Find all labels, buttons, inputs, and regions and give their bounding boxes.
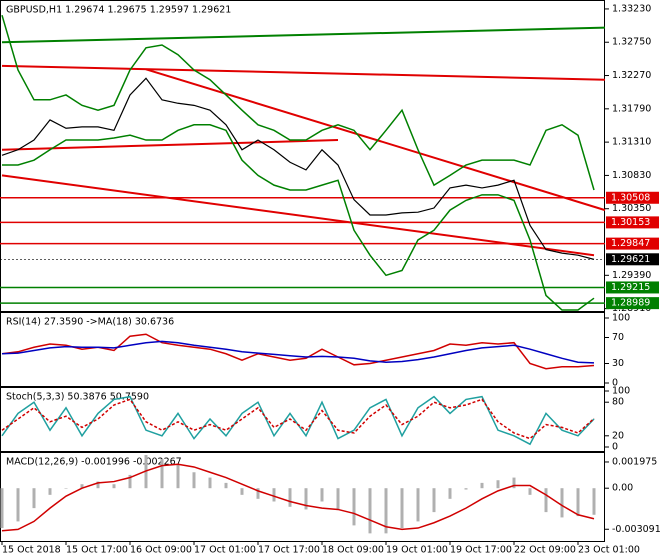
histogram-bar <box>0 488 4 529</box>
panel-title: Stoch(5,3,3) 50.3876 50.7590 <box>6 392 149 403</box>
y-tick-label: 1.33230 <box>612 3 651 14</box>
x-tick-label: 17 Oct 01:00 <box>194 545 256 556</box>
y-tick-label: 0 <box>612 378 618 389</box>
level-label-box <box>606 191 659 204</box>
rsi-panel <box>0 312 605 387</box>
y-tick-label: 100 <box>612 386 630 397</box>
histogram-bar <box>448 488 452 499</box>
level-label-box <box>606 281 659 294</box>
histogram-bar <box>384 488 388 534</box>
series-line <box>1 77 595 260</box>
histogram-bar <box>160 458 164 489</box>
histogram-bar <box>304 488 308 510</box>
y-tick-label: 1.29390 <box>612 270 651 281</box>
level-label: 1.29215 <box>611 282 650 293</box>
main-panel <box>0 0 605 312</box>
histogram-bar <box>352 488 356 526</box>
y-tick-label: 0.001975 <box>612 456 657 467</box>
trend-line <box>1 174 595 257</box>
level-label: 1.30508 <box>611 192 650 203</box>
histogram-bar <box>32 488 36 509</box>
series-line <box>2 124 595 311</box>
y-tick-label: 30 <box>612 358 624 369</box>
level-label: 1.29621 <box>611 254 650 265</box>
x-tick-label: 15 Oct 17:00 <box>66 545 128 556</box>
level-label: 1.28989 <box>611 298 650 309</box>
y-tick-label: 70 <box>612 332 624 343</box>
histogram-bar <box>64 488 68 489</box>
panel-title: RSI(14) 27.3590 ->MA(18) 30.6736 <box>6 317 174 328</box>
histogram-bar <box>240 488 244 495</box>
y-tick-label: 80 <box>612 397 624 408</box>
histogram-bar <box>80 484 84 489</box>
histogram-bar <box>176 464 180 489</box>
histogram-bar <box>544 488 548 513</box>
trend-line <box>1 139 339 151</box>
histogram-bar <box>336 488 340 510</box>
histogram-bar <box>400 488 404 529</box>
histogram-bar <box>288 488 292 507</box>
x-tick-label: 16 Oct 09:00 <box>130 545 192 556</box>
histogram-bar <box>368 488 372 534</box>
series-line <box>1 463 595 532</box>
level-label-box <box>606 253 659 266</box>
histogram-bar <box>528 488 532 495</box>
histogram-bar <box>320 488 324 502</box>
histogram-bar <box>16 488 20 522</box>
y-tick-label: 1.30830 <box>612 170 651 181</box>
y-tick-label: 0 <box>612 442 618 453</box>
histogram-bar <box>496 480 500 489</box>
y-tick-label: 1.31790 <box>612 103 651 114</box>
series-line <box>1 333 595 370</box>
histogram-bar <box>48 488 52 495</box>
histogram-bar <box>112 484 116 489</box>
histogram-bar <box>256 488 260 499</box>
trend-line <box>1 26 606 44</box>
series-line <box>1 395 595 446</box>
series-line <box>1 14 595 191</box>
y-tick-label: 1.30350 <box>612 203 651 214</box>
x-tick-label: 22 Oct 09:00 <box>514 545 576 556</box>
histogram-bar <box>272 488 276 502</box>
level-label: 1.29847 <box>611 238 650 249</box>
x-tick-label: 18 Oct 09:00 <box>322 545 384 556</box>
y-tick-label: -0.003091 <box>612 524 660 535</box>
trend-line <box>1 64 606 81</box>
x-tick-label: 23 Oct 01:00 <box>578 545 640 556</box>
y-tick-label: 100 <box>612 313 630 324</box>
stoch-panel <box>0 387 605 452</box>
series-line <box>1 340 595 364</box>
histogram-bar <box>592 488 596 515</box>
x-tick-label: 19 Oct 17:00 <box>450 545 512 556</box>
histogram-bar <box>464 488 468 490</box>
y-tick-label: 20 <box>612 430 624 441</box>
x-tick-label: 19 Oct 01:00 <box>386 545 448 556</box>
histogram-bar <box>96 481 100 489</box>
histogram-bar <box>560 488 564 518</box>
panel-title: MACD(12,26,9) -0.001996 -0.002267 <box>6 457 182 468</box>
panel-title: GBPUSD,H1 1.29674 1.29675 1.29597 1.2962… <box>6 5 231 16</box>
level-label-box <box>606 237 659 250</box>
histogram-bar <box>512 477 516 489</box>
histogram-bar <box>416 488 420 522</box>
y-tick-label: 0.00 <box>612 483 633 494</box>
histogram-bar <box>432 488 436 513</box>
histogram-bar <box>480 482 484 489</box>
level-label-box <box>606 297 659 310</box>
histogram-bar <box>128 474 132 489</box>
level-label: 1.30153 <box>611 217 650 228</box>
histogram-bar <box>576 488 580 517</box>
series-line <box>1 398 595 440</box>
y-tick-label: 1.32270 <box>612 70 651 81</box>
histogram-bar <box>192 472 196 489</box>
histogram-bar <box>224 482 228 489</box>
level-label-box <box>606 216 659 229</box>
y-tick-label: 1.31310 <box>612 137 651 148</box>
x-tick-label: 17 Oct 17:00 <box>258 545 320 556</box>
y-tick-label: 1.32750 <box>612 37 651 48</box>
trend-line <box>145 68 606 212</box>
histogram-bar <box>208 477 212 489</box>
x-tick-label: 15 Oct 2018 <box>2 545 61 556</box>
